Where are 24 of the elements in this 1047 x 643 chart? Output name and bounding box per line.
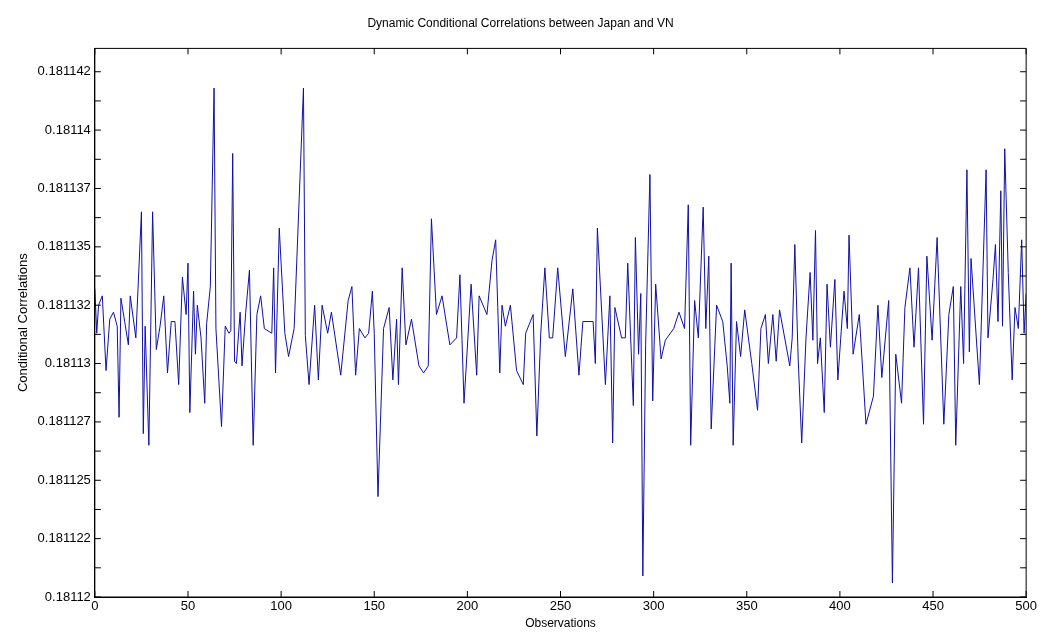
y-tick-label: 0.181137 — [37, 180, 91, 196]
y-tick-label: 0.18113 — [44, 355, 91, 371]
x-tick-label: 0 — [91, 598, 99, 614]
x-tick-label: 250 — [549, 598, 572, 614]
y-tick-label: 0.181135 — [37, 238, 91, 254]
y-tick-label: 0.18114 — [44, 121, 91, 137]
y-axis-title: Conditional Correlations — [15, 252, 31, 393]
y-tick-label: 0.181122 — [37, 530, 91, 546]
x-tick-label: 50 — [180, 598, 196, 614]
x-tick-label: 150 — [363, 598, 386, 614]
y-tick-label: 0.181125 — [37, 471, 91, 487]
x-tick-label: 300 — [642, 598, 665, 614]
y-tick-label: 0.181132 — [37, 296, 91, 312]
x-axis-title: Observations — [525, 616, 596, 631]
x-tick-label: 400 — [829, 598, 851, 614]
y-tick-label: 0.18112 — [44, 588, 91, 604]
x-tick-label: 500 — [1015, 598, 1038, 614]
x-tick-label: 350 — [735, 598, 758, 614]
chart-title: Dynamic Conditional Correlations between Japan and VN — [367, 15, 674, 30]
x-tick-label: 450 — [922, 598, 944, 614]
y-tick-label: 0.181127 — [37, 413, 91, 429]
y-tick-label: 0.181142 — [37, 63, 91, 79]
x-tick-label: 100 — [270, 598, 292, 614]
x-tick-label: 200 — [456, 598, 479, 614]
